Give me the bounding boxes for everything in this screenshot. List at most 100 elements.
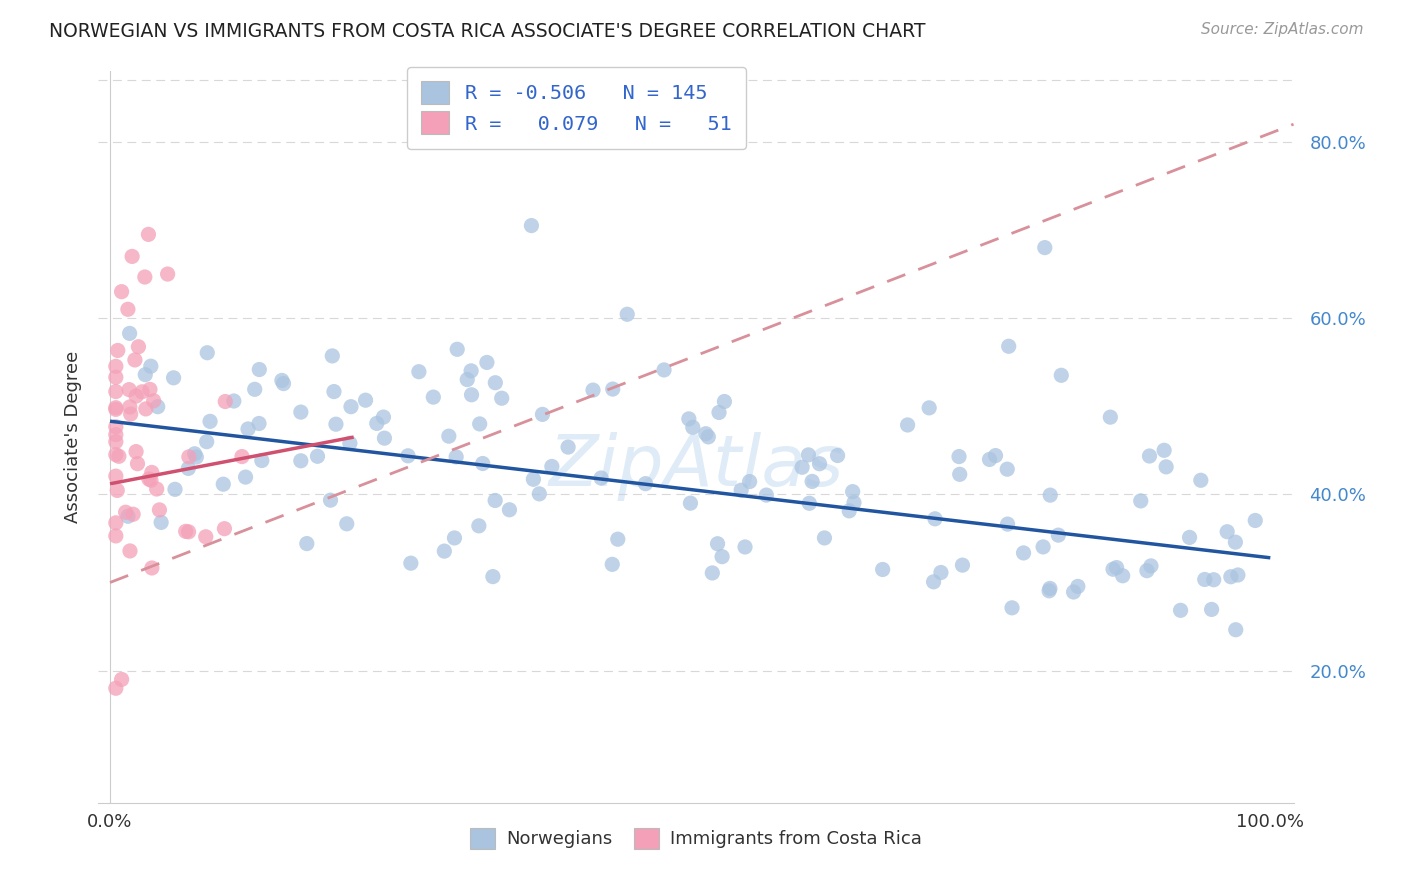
Point: [652, 363, 675, 377]
Point: [141, 466, 163, 480]
Point: [117, 509, 139, 524]
Point: [456, 373, 478, 387]
Point: [1012, 546, 1035, 560]
Point: [491, 391, 513, 405]
Point: [949, 467, 972, 482]
Point: [104, 370, 127, 384]
Point: [290, 405, 312, 419]
Point: [235, 470, 257, 484]
Point: [1099, 410, 1122, 425]
Point: [1063, 585, 1085, 599]
Point: [444, 450, 467, 464]
Point: [104, 401, 127, 415]
Point: [1039, 582, 1062, 596]
Point: [104, 359, 127, 374]
Point: [135, 401, 157, 416]
Point: [104, 681, 127, 696]
Point: [1102, 562, 1125, 576]
Point: [682, 420, 704, 434]
Point: [738, 475, 761, 489]
Point: [734, 540, 756, 554]
Point: [1038, 583, 1060, 598]
Point: [433, 544, 456, 558]
Point: [679, 496, 702, 510]
Point: [924, 512, 946, 526]
Point: [801, 475, 824, 489]
Point: [146, 400, 169, 414]
Point: [174, 524, 197, 539]
Point: [541, 459, 564, 474]
Point: [131, 384, 153, 399]
Point: [1194, 573, 1216, 587]
Point: [177, 461, 200, 475]
Point: [1033, 241, 1056, 255]
Point: [1001, 600, 1024, 615]
Point: [1189, 473, 1212, 487]
Legend: Norwegians, Immigrants from Costa Rica: Norwegians, Immigrants from Costa Rica: [463, 821, 929, 856]
Point: [799, 496, 821, 510]
Point: [399, 556, 422, 570]
Point: [121, 249, 143, 263]
Point: [307, 450, 329, 464]
Point: [366, 417, 388, 431]
Point: [270, 373, 292, 387]
Point: [321, 349, 343, 363]
Point: [713, 394, 735, 409]
Point: [460, 388, 482, 402]
Point: [1032, 540, 1054, 554]
Point: [482, 569, 505, 583]
Point: [222, 394, 245, 409]
Point: [1201, 602, 1223, 616]
Point: [139, 359, 162, 374]
Point: [929, 566, 952, 580]
Point: [325, 417, 347, 432]
Point: [702, 566, 724, 580]
Point: [1244, 514, 1267, 528]
Point: [443, 531, 465, 545]
Point: [520, 219, 543, 233]
Point: [422, 390, 444, 404]
Point: [1225, 623, 1247, 637]
Point: [471, 457, 494, 471]
Point: [104, 516, 127, 530]
Point: [138, 472, 160, 486]
Point: [250, 453, 273, 467]
Point: [437, 429, 460, 443]
Point: [498, 503, 520, 517]
Point: [872, 562, 894, 576]
Point: [183, 447, 205, 461]
Point: [678, 412, 700, 426]
Point: [1225, 535, 1247, 549]
Point: [842, 496, 865, 510]
Point: [156, 267, 179, 281]
Point: [214, 522, 236, 536]
Point: [117, 302, 139, 317]
Point: [922, 574, 945, 589]
Point: [194, 530, 217, 544]
Point: [408, 365, 430, 379]
Point: [522, 472, 544, 486]
Point: [148, 503, 170, 517]
Point: [918, 401, 941, 415]
Point: [104, 419, 127, 434]
Point: [118, 544, 141, 558]
Point: [295, 536, 318, 550]
Point: [827, 449, 849, 463]
Point: [460, 364, 482, 378]
Point: [290, 454, 312, 468]
Point: [118, 326, 141, 341]
Point: [1039, 488, 1062, 502]
Point: [396, 449, 419, 463]
Point: [582, 383, 605, 397]
Text: NORWEGIAN VS IMMIGRANTS FROM COSTA RICA ASSOCIATE'S DEGREE CORRELATION CHART: NORWEGIAN VS IMMIGRANTS FROM COSTA RICA …: [49, 22, 925, 41]
Point: [231, 450, 253, 464]
Point: [591, 471, 613, 485]
Point: [111, 673, 134, 687]
Point: [979, 452, 1001, 467]
Point: [236, 422, 259, 436]
Point: [104, 427, 127, 442]
Point: [841, 484, 863, 499]
Point: [354, 393, 377, 408]
Point: [150, 516, 173, 530]
Point: [163, 483, 186, 497]
